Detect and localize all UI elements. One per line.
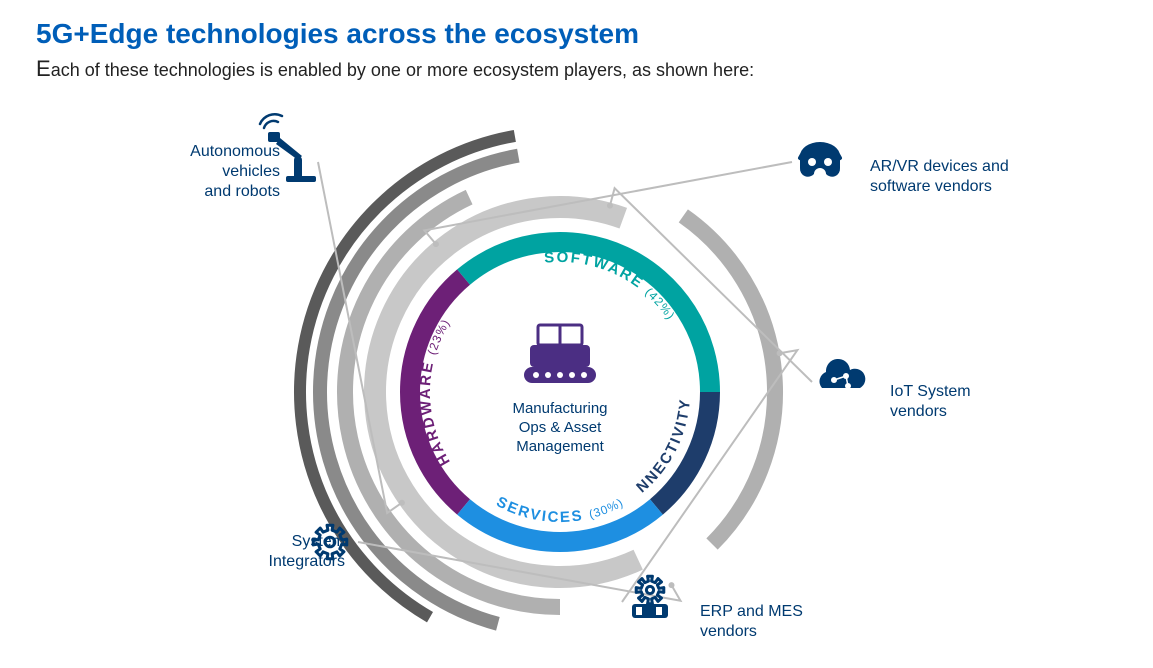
leader-dot-iot xyxy=(607,203,613,209)
leader-dot-autonomous xyxy=(399,500,405,506)
leader-dot-erp-mes xyxy=(777,350,783,356)
page-subtitle: Each of these technologies is enabled by… xyxy=(36,56,1153,82)
center-label: ManufacturingOps & AssetManagement xyxy=(470,400,650,456)
callout-erp-mes: ERP and MESvendors xyxy=(700,602,803,642)
center-line2: Ops & Asset xyxy=(470,419,650,438)
leader-dot-arvr xyxy=(433,241,439,247)
gear-box-icon xyxy=(632,576,668,618)
callout-iot: IoT Systemvendors xyxy=(890,382,971,422)
page-title: 5G+Edge technologies across the ecosyste… xyxy=(36,18,1153,50)
callout-autonomous: Autonomousvehiclesand robots xyxy=(150,142,280,202)
vr-headset-icon xyxy=(800,142,840,177)
subtitle-dropcap: E xyxy=(36,56,51,81)
center-icon-group xyxy=(524,325,596,383)
center-box-mid xyxy=(530,345,590,367)
center-line3: Management xyxy=(470,438,650,457)
center-line1: Manufacturing xyxy=(470,400,650,419)
leader-dot-system-integrators xyxy=(669,582,675,588)
subtitle-rest: ach of these technologies is enabled by … xyxy=(51,60,754,80)
callout-arvr: AR/VR devices andsoftware vendors xyxy=(870,157,1009,197)
diagram-stage: HARDWARE (23%)SOFTWARE (42%)CONNECTIVITY… xyxy=(0,82,1153,642)
donut-label-services: SERVICES (30%) xyxy=(494,493,627,526)
callout-system-integrators: SystemIntegrators xyxy=(215,532,345,572)
cloud-nodes-icon xyxy=(819,359,865,389)
